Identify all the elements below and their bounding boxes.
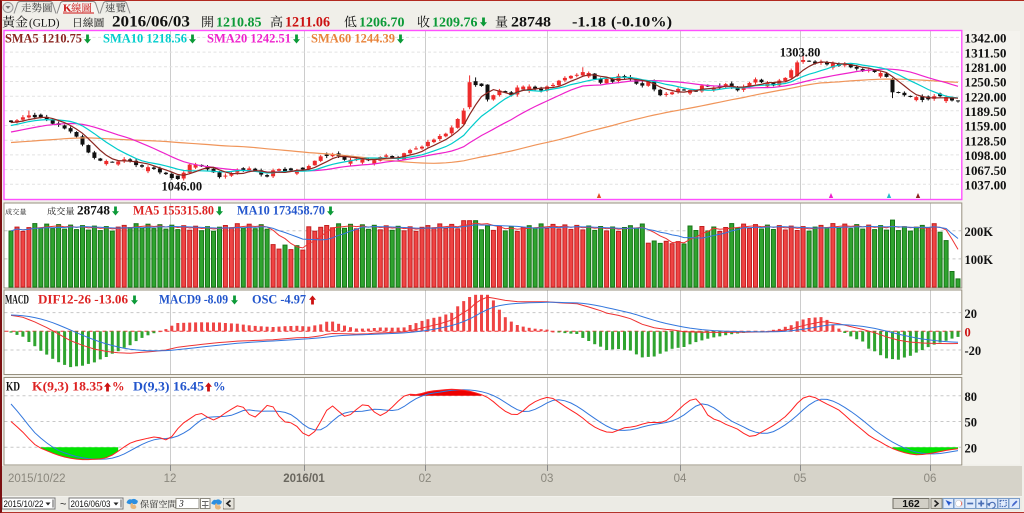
svg-text:1098.00: 1098.00	[965, 149, 1007, 163]
svg-text:1281.00: 1281.00	[965, 61, 1007, 75]
svg-text:1206.70: 1206.70	[359, 16, 405, 31]
svg-text:05: 05	[794, 473, 807, 485]
svg-text:MACD9 -8.09: MACD9 -8.09	[159, 293, 228, 307]
svg-text:1250.50: 1250.50	[965, 76, 1007, 90]
svg-text:-1.18: -1.18	[572, 15, 606, 31]
svg-text:~: ~	[60, 499, 66, 511]
svg-text:04: 04	[674, 473, 687, 485]
svg-text:SMA20 1242.51: SMA20 1242.51	[207, 32, 291, 46]
svg-text:1303.80: 1303.80	[780, 45, 821, 59]
svg-text:1220.00: 1220.00	[965, 90, 1007, 104]
svg-text:03: 03	[541, 473, 554, 485]
svg-text:20: 20	[965, 442, 978, 456]
svg-text:K: K	[63, 3, 72, 15]
svg-text:OSC -4.97: OSC -4.97	[252, 293, 306, 307]
svg-text:28748: 28748	[77, 203, 111, 218]
svg-text:1210.85: 1210.85	[216, 16, 262, 31]
svg-text:02: 02	[419, 473, 432, 485]
svg-text:2016/06/03: 2016/06/03	[71, 499, 111, 509]
svg-text:2015/10/22: 2015/10/22	[4, 499, 44, 509]
svg-text:20: 20	[965, 307, 978, 321]
svg-text:1046.00: 1046.00	[161, 180, 202, 194]
svg-text:1189.50: 1189.50	[965, 105, 1007, 119]
svg-text:80: 80	[965, 390, 978, 404]
svg-text:1128.50: 1128.50	[965, 134, 1007, 148]
svg-text:1209.76: 1209.76	[432, 16, 478, 31]
svg-text:MA10 173458.70: MA10 173458.70	[237, 204, 325, 218]
svg-text:(-0.10%): (-0.10%)	[611, 15, 672, 31]
svg-text:SMA60 1244.39: SMA60 1244.39	[311, 32, 395, 46]
svg-text:2015/10/22: 2015/10/22	[8, 473, 66, 485]
svg-text:200K: 200K	[965, 225, 994, 239]
svg-text:KD: KD	[6, 380, 20, 394]
svg-text:MACD: MACD	[5, 293, 29, 307]
svg-text:K(9,3) 18.35: K(9,3) 18.35	[32, 380, 103, 394]
svg-text:0: 0	[965, 326, 971, 340]
svg-text:(GLD): (GLD)	[29, 18, 60, 30]
svg-text:D(9,3) 16.45: D(9,3) 16.45	[133, 380, 204, 394]
svg-text:1037.00: 1037.00	[965, 179, 1007, 193]
svg-text:SMA5 1210.75: SMA5 1210.75	[5, 32, 82, 46]
svg-text:28748: 28748	[511, 15, 551, 31]
svg-text:3: 3	[178, 500, 184, 510]
svg-text:MA5 155315.80: MA5 155315.80	[133, 204, 214, 218]
svg-text:1211.06: 1211.06	[285, 15, 330, 31]
svg-text:100K: 100K	[965, 253, 994, 267]
svg-text:50: 50	[965, 416, 978, 430]
svg-text:06: 06	[924, 473, 937, 485]
svg-text:1342.00: 1342.00	[965, 32, 1007, 46]
svg-text:1067.50: 1067.50	[965, 164, 1007, 178]
svg-text:DIF12-26 -13.06: DIF12-26 -13.06	[38, 293, 128, 307]
svg-text:-20: -20	[965, 344, 982, 358]
svg-text:%: %	[213, 380, 226, 394]
svg-text:12: 12	[164, 473, 177, 485]
svg-text:1159.00: 1159.00	[965, 120, 1007, 134]
svg-text:%: %	[112, 380, 125, 394]
svg-text:1311.50: 1311.50	[965, 46, 1007, 60]
svg-text:2016/06/03: 2016/06/03	[112, 14, 190, 31]
svg-text:2016/01: 2016/01	[283, 473, 325, 485]
svg-text:SMA10 1218.56: SMA10 1218.56	[103, 32, 187, 46]
svg-text:162: 162	[902, 498, 920, 510]
